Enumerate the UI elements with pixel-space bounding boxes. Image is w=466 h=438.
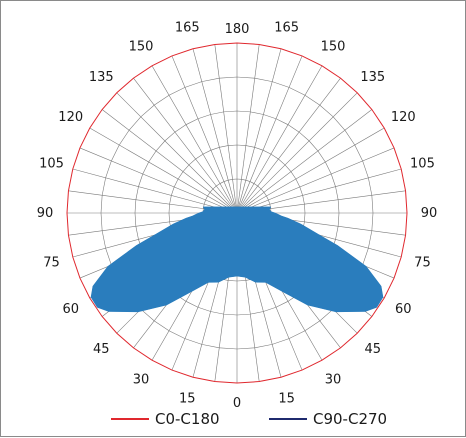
angle-label-right: 45 (364, 342, 381, 357)
angle-label-right: 15 (278, 391, 295, 406)
series-area-c90-c270 (91, 206, 383, 312)
legend-label-c90-c270: C90-C270 (313, 410, 387, 428)
radial-gridline (116, 92, 238, 214)
angle-label-right: 120 (391, 110, 416, 125)
legend-label-c0-c180: C0-C180 (155, 410, 220, 428)
angle-label-left: 75 (43, 256, 60, 271)
angle-label-left: 60 (62, 302, 79, 317)
angle-label-left: 45 (93, 342, 110, 357)
radial-gridline (236, 127, 385, 214)
angle-label-left: 90 (37, 206, 54, 221)
radial-gridline (192, 48, 238, 214)
legend: C0-C180 C90-C270 (111, 410, 387, 428)
angle-label-left: 150 (129, 40, 154, 55)
angle-label-left: 120 (58, 110, 83, 125)
angle-label-left: 135 (89, 70, 114, 85)
outline-layer (66, 42, 408, 384)
angle-label-right: 150 (321, 40, 346, 55)
data-layer (90, 206, 384, 313)
radial-gridline (171, 55, 238, 214)
angle-label-left: 30 (133, 372, 150, 387)
angle-label: 0 (233, 396, 241, 411)
radial-gridline (236, 77, 341, 214)
radial-gridline (89, 127, 238, 214)
angle-label-right: 165 (274, 21, 299, 36)
radial-gridline (101, 109, 238, 214)
radial-gridline (151, 65, 238, 214)
radial-gridline (236, 147, 395, 214)
radial-gridline (236, 92, 358, 214)
angle-label-right: 60 (395, 302, 412, 317)
angle-label-right: 30 (325, 372, 342, 387)
radial-gridline (79, 147, 238, 214)
radial-gridline (236, 109, 373, 214)
angle-label-right: 105 (410, 156, 435, 171)
angle-label-right: 135 (360, 70, 385, 85)
angle-label: 180 (225, 22, 250, 37)
radial-gridline (72, 168, 238, 214)
angle-label-right: 75 (414, 256, 431, 271)
outer-ring (66, 42, 408, 384)
radial-gridline (236, 55, 303, 214)
angle-label-left: 165 (175, 21, 200, 36)
radial-gridline (214, 44, 238, 214)
angle-label-left: 105 (39, 156, 64, 171)
radial-gridline (133, 77, 238, 214)
angle-label-left: 15 (179, 391, 196, 406)
angle-label-right: 90 (421, 206, 438, 221)
radial-gridline (236, 65, 323, 214)
radial-gridline (236, 48, 282, 214)
radial-gridline (236, 44, 260, 214)
radial-gridline (236, 168, 402, 214)
